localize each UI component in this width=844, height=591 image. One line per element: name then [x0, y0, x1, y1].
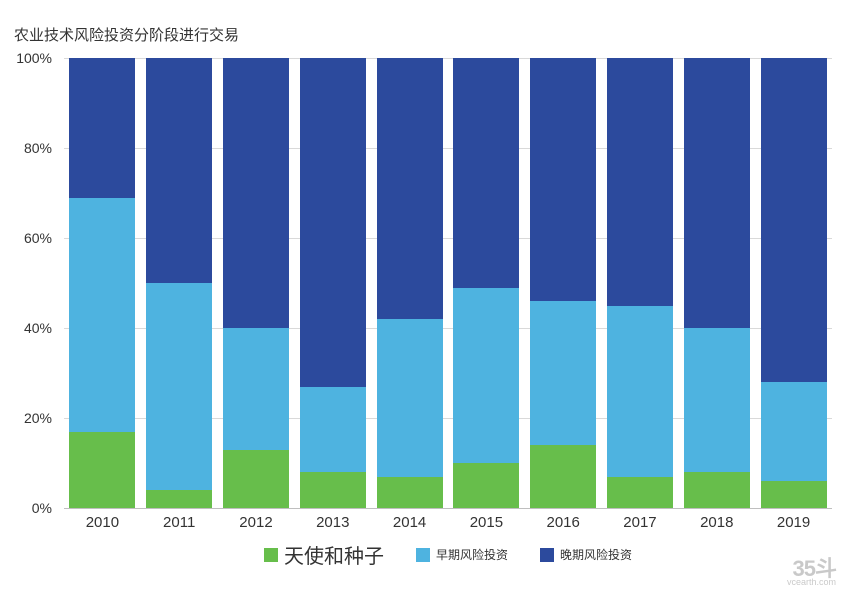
bar-segment-angel_seed	[530, 445, 596, 508]
x-axis: 2010 2011 2012 2013 2014 2015 2016 2017 2018 2019	[64, 508, 832, 536]
bar-column	[684, 58, 750, 508]
x-tick-label: 2012	[223, 514, 289, 531]
legend-label: 晚期风险投资	[560, 546, 632, 563]
bar-segment-early	[300, 387, 366, 473]
bar-segment-angel_seed	[146, 490, 212, 508]
bar-segment-angel_seed	[761, 481, 827, 508]
plot-area	[64, 58, 832, 508]
bar-segment-angel_seed	[69, 432, 135, 509]
watermark: 35斗 vcearth.com	[787, 558, 836, 587]
x-tick-label: 2010	[69, 514, 135, 531]
bar-segment-late	[453, 58, 519, 288]
bar-segment-late	[607, 58, 673, 306]
chart-title: 农业技术风险投资分阶段进行交易	[14, 24, 239, 45]
x-tick-label: 2018	[684, 514, 750, 531]
bars-container	[64, 58, 832, 508]
bar-segment-angel_seed	[607, 477, 673, 509]
x-tick-label: 2017	[607, 514, 673, 531]
bar-column	[223, 58, 289, 508]
x-tick-label: 2011	[146, 514, 212, 531]
bar-segment-late	[377, 58, 443, 319]
bar-segment-late	[530, 58, 596, 301]
x-tick-label: 2015	[453, 514, 519, 531]
legend-label: 天使和种子	[284, 540, 384, 569]
bar-segment-late	[684, 58, 750, 328]
bar-segment-angel_seed	[684, 472, 750, 508]
bar-column	[146, 58, 212, 508]
legend-item-late: 晚期风险投资	[540, 546, 632, 563]
bar-segment-early	[453, 288, 519, 464]
bar-column	[761, 58, 827, 508]
y-tick-label: 80%	[24, 140, 52, 156]
legend-swatch	[264, 548, 278, 562]
bar-segment-late	[146, 58, 212, 283]
bar-segment-early	[607, 306, 673, 477]
bar-segment-late	[69, 58, 135, 198]
bar-segment-angel_seed	[223, 450, 289, 509]
legend-swatch	[540, 548, 554, 562]
legend-item-angel_seed: 天使和种子	[264, 540, 384, 569]
bar-segment-late	[300, 58, 366, 387]
bar-segment-angel_seed	[300, 472, 366, 508]
x-tick-label: 2014	[377, 514, 443, 531]
y-tick-label: 0%	[32, 500, 52, 516]
bar-segment-early	[684, 328, 750, 472]
bar-column	[377, 58, 443, 508]
bar-column	[530, 58, 596, 508]
x-tick-label: 2019	[761, 514, 827, 531]
bar-column	[69, 58, 135, 508]
watermark-url: vcearth.com	[787, 578, 836, 587]
bar-column	[300, 58, 366, 508]
y-axis: 0%20%40%60%80%100%	[0, 58, 60, 508]
bar-segment-early	[223, 328, 289, 450]
legend-item-early: 早期风险投资	[416, 546, 508, 563]
y-tick-label: 100%	[16, 50, 52, 66]
bar-segment-early	[69, 198, 135, 432]
y-tick-label: 40%	[24, 320, 52, 336]
legend-label: 早期风险投资	[436, 546, 508, 563]
bar-segment-early	[146, 283, 212, 490]
x-tick-label: 2016	[530, 514, 596, 531]
x-tick-label: 2013	[300, 514, 366, 531]
legend-swatch	[416, 548, 430, 562]
y-tick-label: 60%	[24, 230, 52, 246]
bar-segment-early	[761, 382, 827, 481]
bar-column	[607, 58, 673, 508]
y-tick-label: 20%	[24, 410, 52, 426]
bar-segment-late	[761, 58, 827, 382]
bar-segment-angel_seed	[453, 463, 519, 508]
bar-segment-early	[377, 319, 443, 477]
bar-column	[453, 58, 519, 508]
bar-segment-angel_seed	[377, 477, 443, 509]
bar-segment-early	[530, 301, 596, 445]
legend: 天使和种子 早期风险投资 晚期风险投资	[64, 540, 832, 569]
bar-segment-late	[223, 58, 289, 328]
